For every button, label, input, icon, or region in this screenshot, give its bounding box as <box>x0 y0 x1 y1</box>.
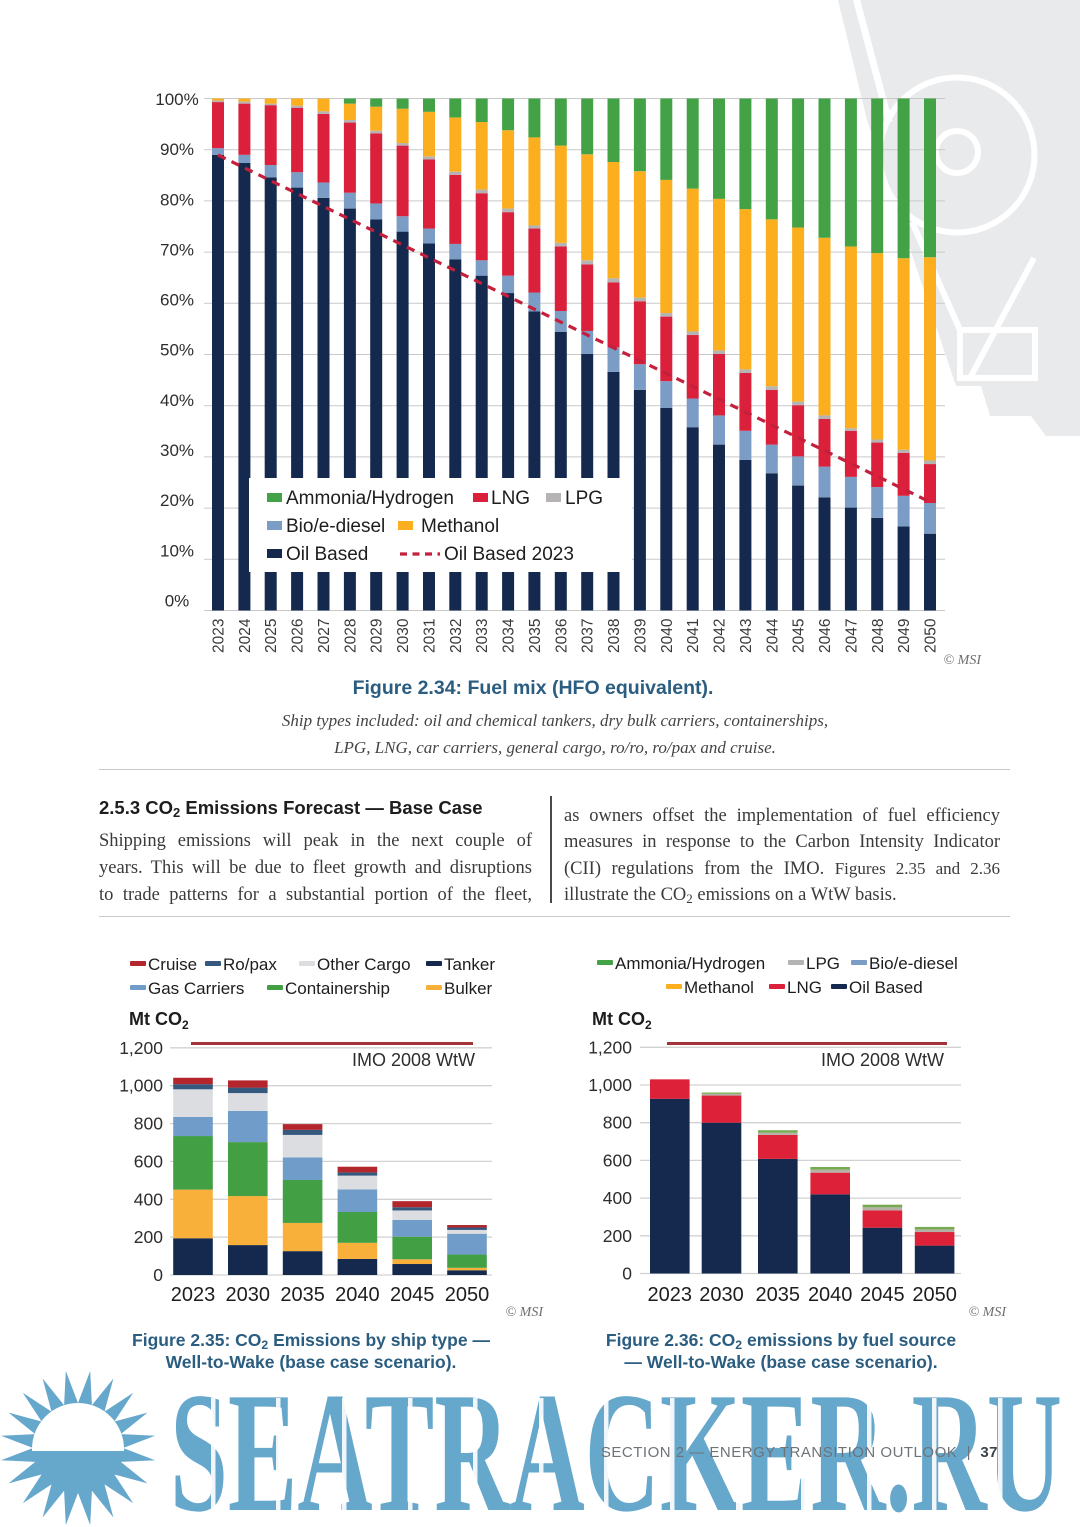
svg-text:Methanol: Methanol <box>421 516 499 537</box>
svg-text:2030: 2030 <box>226 1284 271 1306</box>
svg-text:LNG: LNG <box>491 488 530 509</box>
svg-text:Gas Carriers: Gas Carriers <box>148 979 244 998</box>
svg-text:2048: 2048 <box>870 619 887 653</box>
svg-text:2040: 2040 <box>808 1284 853 1306</box>
svg-text:Ammonia/Hydrogen: Ammonia/Hydrogen <box>286 488 454 509</box>
svg-text:400: 400 <box>134 1189 163 1209</box>
svg-text:90%: 90% <box>160 140 194 159</box>
svg-text:2032: 2032 <box>448 619 465 653</box>
svg-text:SEATRACKER.RU: SEATRACKER.RU <box>170 1358 1062 1527</box>
svg-text:100%: 100% <box>155 90 198 109</box>
svg-text:LNG: LNG <box>787 978 822 997</box>
svg-text:2035: 2035 <box>280 1284 325 1306</box>
svg-text:2049: 2049 <box>896 619 913 653</box>
svg-text:80%: 80% <box>160 190 194 209</box>
svg-text:2044: 2044 <box>764 618 781 653</box>
svg-text:2041: 2041 <box>685 619 702 653</box>
svg-text:60%: 60% <box>160 291 194 310</box>
svg-text:400: 400 <box>603 1188 632 1208</box>
svg-text:2047: 2047 <box>843 619 860 653</box>
svg-text:2026: 2026 <box>290 619 307 653</box>
svg-text:Bio/e-diesel: Bio/e-diesel <box>286 516 385 537</box>
svg-text:0: 0 <box>153 1265 163 1285</box>
svg-text:Tanker: Tanker <box>444 955 495 974</box>
svg-text:2040: 2040 <box>335 1284 380 1306</box>
svg-text:1,000: 1,000 <box>588 1075 632 1095</box>
svg-text:40%: 40% <box>160 391 194 410</box>
svg-text:LPG: LPG <box>806 954 840 973</box>
svg-text:70%: 70% <box>160 240 194 259</box>
svg-text:0%: 0% <box>165 591 190 610</box>
svg-text:Cruise: Cruise <box>148 955 197 974</box>
svg-text:1,200: 1,200 <box>119 1038 163 1058</box>
svg-text:Ammonia/Hydrogen: Ammonia/Hydrogen <box>615 954 765 973</box>
svg-text:Methanol: Methanol <box>684 978 754 997</box>
svg-text:Other Cargo: Other Cargo <box>317 955 411 974</box>
svg-text:2025: 2025 <box>263 619 280 653</box>
svg-text:© MSI: © MSI <box>506 1305 545 1320</box>
svg-text:2045: 2045 <box>860 1284 905 1306</box>
svg-text:IMO 2008 WtW: IMO 2008 WtW <box>821 1050 944 1070</box>
svg-text:2050: 2050 <box>912 1284 957 1306</box>
svg-text:50%: 50% <box>160 341 194 360</box>
svg-text:LPG: LPG <box>565 488 603 509</box>
svg-text:IMO 2008 WtW: IMO 2008 WtW <box>352 1050 475 1070</box>
svg-text:Mt CO2: Mt CO2 <box>592 1009 652 1032</box>
svg-text:2031: 2031 <box>422 619 439 653</box>
svg-text:800: 800 <box>603 1113 632 1133</box>
svg-text:Oil Based: Oil Based <box>286 544 368 565</box>
svg-text:© MSI: © MSI <box>969 1305 1008 1320</box>
svg-text:2046: 2046 <box>817 619 834 653</box>
svg-text:2023: 2023 <box>171 1284 216 1306</box>
svg-text:2045: 2045 <box>791 619 808 653</box>
svg-text:2037: 2037 <box>580 619 597 653</box>
svg-text:2035: 2035 <box>527 619 544 653</box>
svg-text:2036: 2036 <box>553 619 570 653</box>
svg-text:Bio/e-diesel: Bio/e-diesel <box>869 954 958 973</box>
svg-text:2024: 2024 <box>237 618 254 653</box>
svg-text:0: 0 <box>622 1264 632 1284</box>
svg-text:20%: 20% <box>160 491 194 510</box>
svg-text:Containership: Containership <box>285 979 390 998</box>
svg-text:10%: 10% <box>160 541 194 560</box>
svg-text:2027: 2027 <box>316 619 333 653</box>
svg-text:2038: 2038 <box>606 619 623 653</box>
svg-text:2033: 2033 <box>474 619 491 653</box>
svg-text:Ro/pax: Ro/pax <box>223 955 277 974</box>
svg-text:2029: 2029 <box>369 619 386 653</box>
svg-text:2043: 2043 <box>738 619 755 653</box>
svg-text:2030: 2030 <box>395 618 412 653</box>
svg-text:2039: 2039 <box>632 619 649 653</box>
svg-text:600: 600 <box>134 1151 163 1171</box>
svg-text:Bulker: Bulker <box>444 979 493 998</box>
svg-text:1,000: 1,000 <box>119 1076 163 1096</box>
svg-text:30%: 30% <box>160 441 194 460</box>
svg-text:2045: 2045 <box>390 1284 435 1306</box>
svg-text:200: 200 <box>603 1226 632 1246</box>
svg-text:Oil Based: Oil Based <box>849 978 923 997</box>
svg-text:1,200: 1,200 <box>588 1037 632 1057</box>
svg-text:2028: 2028 <box>342 619 359 653</box>
svg-text:Mt CO2: Mt CO2 <box>129 1009 189 1032</box>
svg-text:Oil Based 2023: Oil Based 2023 <box>444 544 574 565</box>
svg-text:2035: 2035 <box>756 1284 801 1306</box>
svg-text:2050: 2050 <box>445 1284 490 1306</box>
svg-text:800: 800 <box>134 1114 163 1134</box>
svg-text:2042: 2042 <box>712 619 729 653</box>
svg-text:2050: 2050 <box>923 618 940 653</box>
svg-text:200: 200 <box>134 1227 163 1247</box>
svg-text:2023: 2023 <box>648 1284 693 1306</box>
svg-text:2030: 2030 <box>699 1284 744 1306</box>
svg-text:600: 600 <box>603 1150 632 1170</box>
svg-text:2023: 2023 <box>211 619 228 653</box>
svg-text:© MSI: © MSI <box>944 653 983 668</box>
svg-text:2034: 2034 <box>501 618 518 653</box>
svg-text:2040: 2040 <box>659 618 676 653</box>
